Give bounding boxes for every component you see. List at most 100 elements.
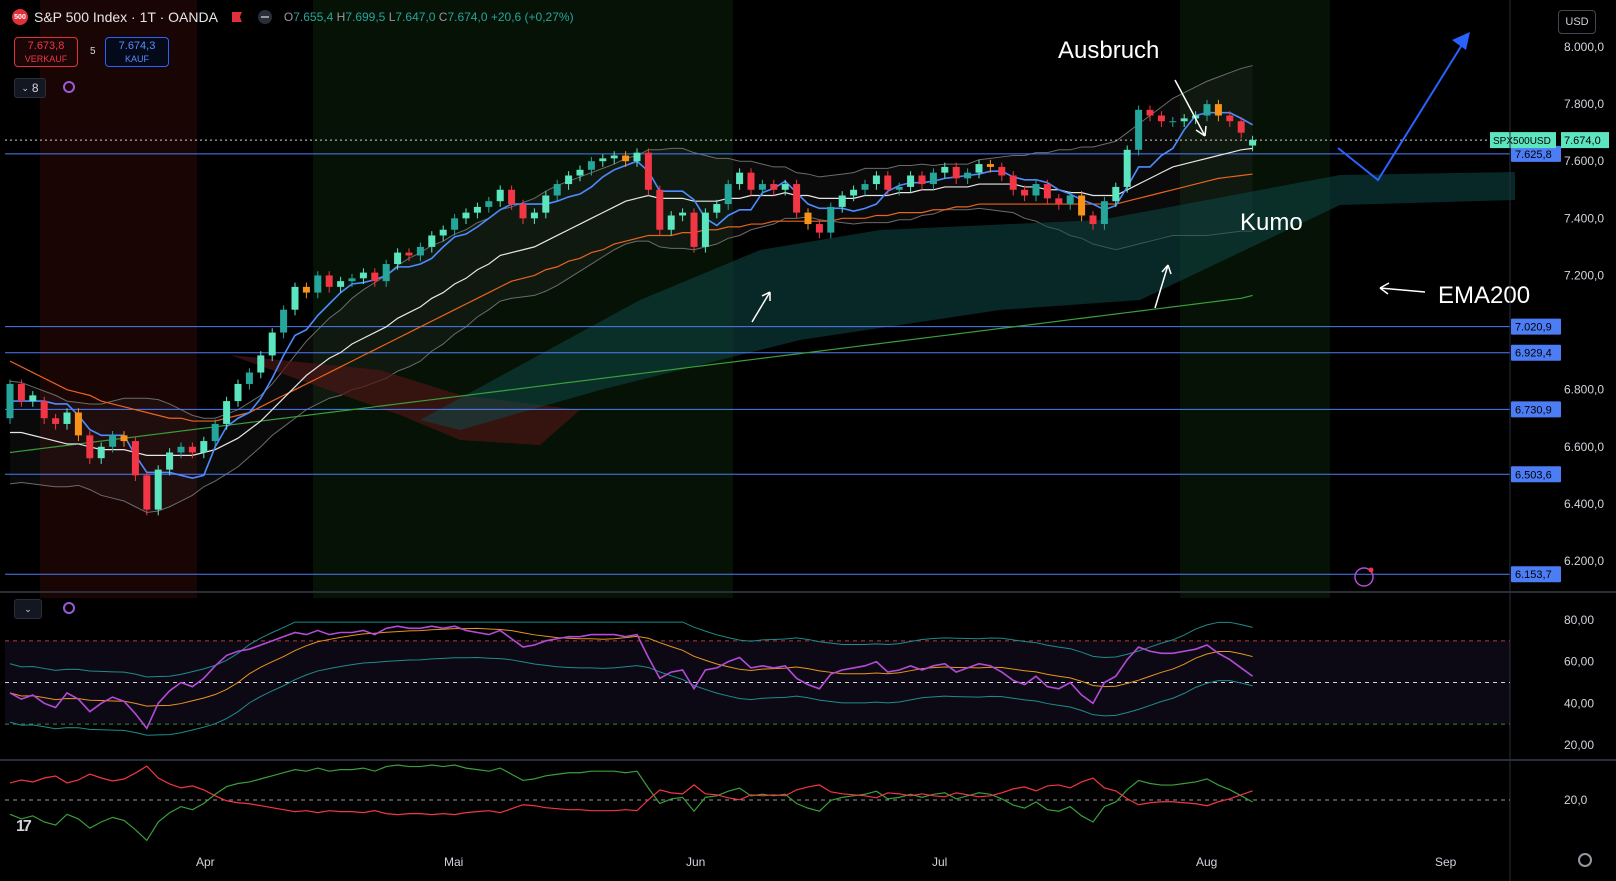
candle[interactable] bbox=[998, 166, 1006, 176]
candle[interactable] bbox=[1021, 189, 1029, 196]
candle[interactable] bbox=[405, 252, 413, 256]
sell-button[interactable]: 7.673,8 VERKAUF bbox=[14, 37, 78, 67]
candle[interactable] bbox=[1157, 115, 1165, 122]
candle[interactable] bbox=[770, 184, 778, 190]
candle[interactable] bbox=[1203, 104, 1211, 116]
candle[interactable] bbox=[359, 272, 367, 279]
candle[interactable] bbox=[793, 184, 801, 213]
candle[interactable] bbox=[154, 469, 162, 510]
candle[interactable] bbox=[565, 175, 573, 185]
symbol-title[interactable]: S&P 500 Index · 1T · OANDA bbox=[34, 9, 218, 25]
candle[interactable] bbox=[690, 212, 698, 247]
candle[interactable] bbox=[1089, 215, 1097, 225]
candle[interactable] bbox=[1009, 175, 1017, 190]
candle[interactable] bbox=[52, 418, 60, 424]
candle[interactable] bbox=[599, 158, 607, 162]
indicators-collapse-button[interactable]: ⌄ 8 bbox=[14, 78, 46, 98]
candle[interactable] bbox=[223, 401, 231, 424]
candle[interactable] bbox=[143, 475, 151, 510]
candle[interactable] bbox=[40, 401, 48, 419]
candle[interactable] bbox=[109, 435, 117, 447]
candle[interactable] bbox=[781, 184, 789, 190]
candle[interactable] bbox=[986, 164, 994, 167]
candle[interactable] bbox=[736, 172, 744, 185]
candle[interactable] bbox=[1043, 184, 1051, 199]
candle[interactable] bbox=[576, 169, 584, 176]
candle[interactable] bbox=[667, 215, 675, 230]
candle[interactable] bbox=[656, 189, 664, 230]
candle[interactable] bbox=[211, 423, 219, 442]
candle[interactable] bbox=[439, 229, 447, 236]
candle[interactable] bbox=[131, 441, 139, 476]
candle[interactable] bbox=[63, 412, 71, 424]
candle[interactable] bbox=[553, 184, 561, 196]
sync-icon[interactable] bbox=[60, 78, 78, 96]
candle[interactable] bbox=[268, 332, 276, 356]
candle[interactable] bbox=[872, 175, 880, 185]
candle[interactable] bbox=[1146, 109, 1154, 116]
candle[interactable] bbox=[1032, 184, 1040, 196]
candle[interactable] bbox=[519, 204, 527, 219]
candle[interactable] bbox=[827, 206, 835, 233]
candle[interactable] bbox=[975, 164, 983, 173]
candle[interactable] bbox=[291, 286, 299, 310]
candle[interactable] bbox=[1214, 104, 1222, 116]
candle[interactable] bbox=[815, 224, 823, 233]
visibility-icon[interactable] bbox=[257, 10, 272, 24]
pane-collapse-button[interactable]: ⌄ bbox=[14, 599, 42, 619]
candle[interactable] bbox=[257, 355, 265, 373]
candle[interactable] bbox=[97, 446, 105, 459]
buy-button[interactable]: 7.674,3 KAUF bbox=[105, 37, 169, 67]
candle[interactable] bbox=[337, 281, 345, 287]
candle[interactable] bbox=[622, 155, 630, 162]
candle[interactable] bbox=[1226, 115, 1234, 122]
candle[interactable] bbox=[508, 189, 516, 205]
candle[interactable] bbox=[428, 235, 436, 247]
candle[interactable] bbox=[1066, 195, 1074, 205]
candle[interactable] bbox=[280, 309, 288, 333]
candle[interactable] bbox=[1135, 109, 1143, 150]
candle[interactable] bbox=[1112, 186, 1120, 202]
alert-icon[interactable] bbox=[1354, 567, 1374, 587]
candle[interactable] bbox=[348, 278, 356, 282]
candle[interactable] bbox=[462, 212, 470, 219]
pane-sync-icon[interactable] bbox=[60, 599, 78, 617]
candle[interactable] bbox=[120, 435, 128, 442]
candle[interactable] bbox=[485, 201, 493, 207]
candle[interactable] bbox=[644, 152, 652, 190]
gear-icon[interactable] bbox=[1578, 853, 1592, 867]
candle[interactable] bbox=[1169, 121, 1177, 123]
candle[interactable] bbox=[451, 218, 459, 230]
candle[interactable] bbox=[394, 252, 402, 265]
flag-icon[interactable] bbox=[231, 12, 242, 22]
candle[interactable] bbox=[314, 275, 322, 293]
candle[interactable] bbox=[302, 286, 310, 293]
candle[interactable] bbox=[758, 184, 766, 190]
candle[interactable] bbox=[713, 204, 721, 213]
candle[interactable] bbox=[964, 172, 972, 179]
candle[interactable] bbox=[1100, 201, 1108, 225]
candle[interactable] bbox=[6, 383, 14, 419]
candle[interactable] bbox=[188, 446, 196, 453]
candle[interactable] bbox=[861, 184, 869, 190]
candle[interactable] bbox=[701, 212, 709, 247]
candle[interactable] bbox=[245, 372, 253, 384]
candle[interactable] bbox=[29, 395, 37, 402]
candle[interactable] bbox=[496, 189, 504, 202]
candle[interactable] bbox=[850, 189, 858, 196]
candle[interactable] bbox=[17, 383, 25, 402]
candle[interactable] bbox=[1237, 121, 1245, 133]
candle[interactable] bbox=[1078, 195, 1086, 216]
candle[interactable] bbox=[371, 272, 379, 282]
candle[interactable] bbox=[177, 446, 185, 453]
candle[interactable] bbox=[325, 275, 333, 287]
candle[interactable] bbox=[542, 195, 550, 213]
candle[interactable] bbox=[166, 452, 174, 470]
candle[interactable] bbox=[804, 212, 812, 225]
candle[interactable] bbox=[907, 175, 915, 187]
candle[interactable] bbox=[679, 212, 687, 216]
candle[interactable] bbox=[416, 246, 424, 256]
candle[interactable] bbox=[941, 166, 949, 173]
